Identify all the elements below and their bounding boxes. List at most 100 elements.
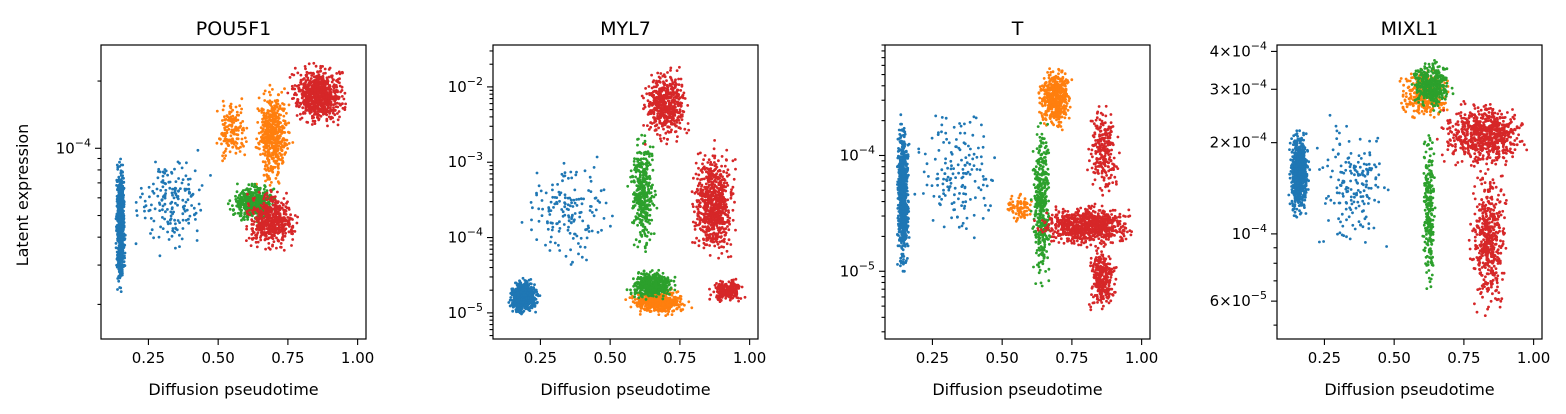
data-point <box>183 187 187 191</box>
data-point <box>637 285 641 289</box>
data-point <box>174 222 177 226</box>
data-point <box>604 201 608 205</box>
data-point <box>279 113 282 117</box>
data-point <box>169 217 173 221</box>
data-point <box>265 140 269 144</box>
data-point <box>338 115 341 119</box>
data-point <box>263 131 267 135</box>
data-point <box>636 138 639 141</box>
data-point <box>118 195 122 199</box>
data-point <box>531 206 534 210</box>
data-point <box>241 198 244 202</box>
data-point <box>119 187 123 191</box>
data-point <box>255 200 259 204</box>
data-point <box>636 305 639 308</box>
data-point <box>265 112 269 115</box>
data-point <box>252 212 256 216</box>
data-point <box>135 214 139 217</box>
data-point <box>268 90 271 94</box>
data-point <box>143 209 146 213</box>
data-point <box>268 183 272 187</box>
data-point <box>666 276 670 280</box>
data-point <box>308 111 312 115</box>
data-point <box>529 201 533 204</box>
data-point <box>115 163 119 167</box>
data-point <box>298 105 301 108</box>
data-point <box>568 231 572 235</box>
data-point <box>184 174 188 178</box>
data-point <box>304 81 307 84</box>
data-point <box>261 117 264 121</box>
data-point <box>237 113 241 117</box>
data-point <box>180 181 184 185</box>
data-point <box>258 188 262 191</box>
data-point <box>571 260 574 264</box>
data-point <box>118 190 122 194</box>
data-point <box>281 227 285 231</box>
data-point <box>257 96 261 100</box>
data-point <box>611 214 614 218</box>
data-point <box>514 288 517 292</box>
data-point <box>655 271 659 275</box>
data-point <box>274 201 277 204</box>
data-point <box>245 126 249 130</box>
data-point <box>307 62 311 66</box>
data-point <box>267 159 270 163</box>
data-point <box>155 187 159 191</box>
data-point <box>295 104 298 108</box>
data-point <box>263 167 267 171</box>
data-point <box>624 298 628 301</box>
data-point <box>120 252 123 256</box>
data-point <box>167 238 171 241</box>
data-point <box>268 117 271 121</box>
data-point <box>338 81 341 85</box>
data-point <box>560 208 564 211</box>
data-point <box>650 218 654 222</box>
data-point <box>180 166 184 170</box>
data-point <box>548 249 552 252</box>
data-point <box>231 114 235 118</box>
data-point <box>335 72 339 75</box>
data-point <box>310 123 314 126</box>
data-point <box>567 208 570 212</box>
data-point <box>262 148 266 152</box>
data-point <box>240 218 243 222</box>
data-point <box>169 222 172 225</box>
data-point <box>569 263 573 266</box>
data-point <box>281 203 285 207</box>
data-point <box>291 87 295 90</box>
data-point <box>173 191 177 194</box>
data-point <box>641 295 644 299</box>
series-1-cluster <box>254 83 295 187</box>
data-point <box>660 289 664 293</box>
data-point <box>665 281 669 285</box>
data-point <box>293 230 297 233</box>
data-point <box>281 232 285 236</box>
data-point <box>672 279 676 283</box>
data-point <box>173 167 176 171</box>
data-point <box>285 122 288 125</box>
data-point <box>120 238 124 242</box>
data-point <box>267 154 271 158</box>
data-point <box>567 176 570 180</box>
series-0-cluster <box>520 155 614 266</box>
data-point <box>121 225 125 229</box>
data-point <box>272 212 276 216</box>
data-point <box>176 203 179 207</box>
data-point <box>633 301 637 305</box>
data-point <box>228 207 232 211</box>
data-point <box>646 275 650 279</box>
data-point <box>551 195 555 199</box>
data-point <box>239 214 243 218</box>
data-point <box>516 295 519 299</box>
data-point <box>678 300 682 304</box>
data-point <box>256 231 260 235</box>
data-point <box>256 240 260 244</box>
data-point <box>283 87 286 91</box>
data-point <box>282 208 286 212</box>
data-point <box>289 213 292 217</box>
data-point <box>231 141 235 145</box>
data-point <box>246 187 250 191</box>
data-point <box>530 218 533 222</box>
